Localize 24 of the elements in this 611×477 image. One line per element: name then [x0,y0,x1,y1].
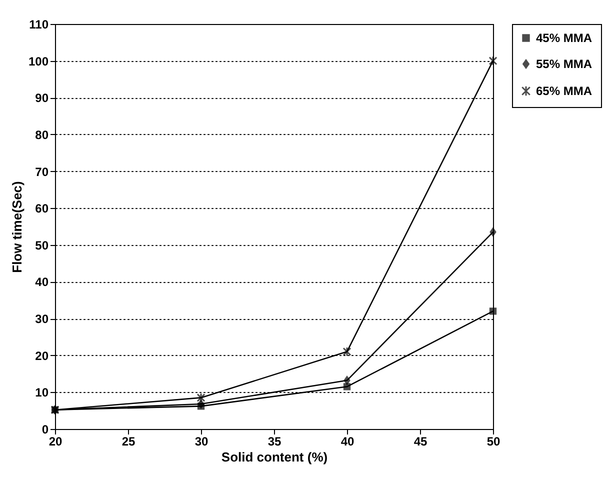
x-tick-label: 30 [194,434,208,448]
legend-label: 65% MMA [536,84,592,98]
y-tick-label: 10 [35,386,49,400]
y-axis-title: Flow time(Sec) [9,181,24,273]
x-tick-label: 45 [414,434,428,448]
y-tick-label: 20 [35,348,49,363]
y-tick-label: 70 [35,164,49,179]
y-tick-label: 40 [35,275,49,290]
y-tick-label: 110 [29,18,49,32]
y-tick-label: 50 [35,238,49,252]
x-tick-label: 20 [48,434,62,448]
x-tick-label: 50 [486,434,500,448]
x-tick-label: 25 [122,434,136,448]
y-tick-label: 80 [35,128,49,142]
y-tick-label: 90 [35,91,49,106]
x-axis-title: Solid content (%) [221,450,328,464]
x-tick-label: 40 [340,434,354,448]
y-tick-label: 60 [35,202,49,216]
y-tick-label: 100 [28,54,49,68]
legend-label: 45% MMA [536,31,592,45]
y-tick-label: 30 [35,312,49,326]
legend-label: 55% MMA [536,57,592,71]
x-tick-label: 35 [268,434,282,448]
y-tick-label: 0 [42,422,49,436]
